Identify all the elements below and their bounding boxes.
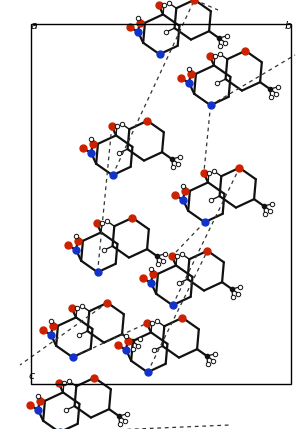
Text: a: a xyxy=(30,21,38,30)
Text: b: b xyxy=(284,21,291,30)
Text: c: c xyxy=(28,371,34,381)
